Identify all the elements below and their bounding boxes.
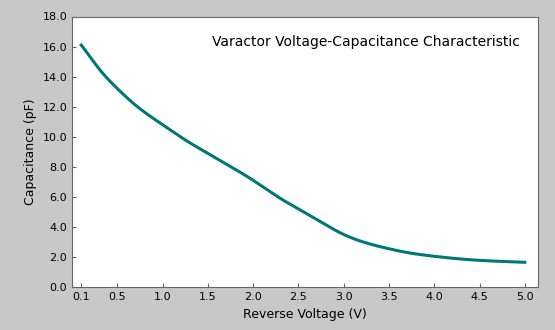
- Y-axis label: Capacitance (pF): Capacitance (pF): [24, 98, 37, 205]
- X-axis label: Reverse Voltage (V): Reverse Voltage (V): [244, 308, 367, 320]
- Text: Varactor Voltage-Capacitance Characteristic: Varactor Voltage-Capacitance Characteris…: [212, 35, 520, 50]
